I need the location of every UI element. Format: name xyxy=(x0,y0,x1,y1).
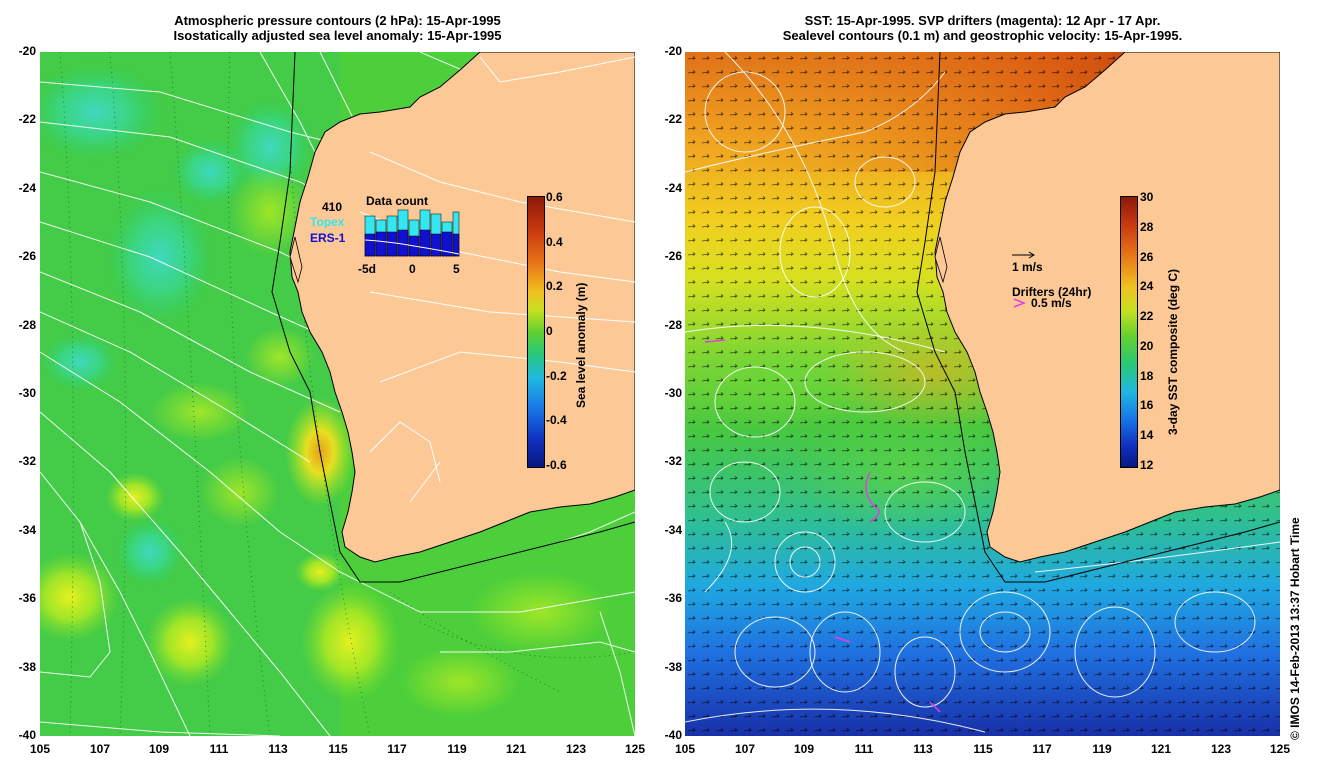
right-ytick-10: -40 xyxy=(664,728,682,742)
right-xtick-4: 113 xyxy=(913,742,933,756)
left-title: Atmospheric pressure contours (2 hPa): 1… xyxy=(40,13,635,43)
right-xtick-0: 105 xyxy=(674,742,696,756)
left-map xyxy=(40,52,635,736)
right-ytick-6: -32 xyxy=(664,454,682,468)
right-colorbar xyxy=(1120,196,1138,468)
drifter-scale-label: 0.5 m/s xyxy=(1031,296,1072,310)
left-xtick-0: 105 xyxy=(29,742,51,756)
left-cb-tick-1: 0.4 xyxy=(546,235,563,249)
left-ytick-7: -34 xyxy=(18,523,36,537)
right-cb-tick-2: 26 xyxy=(1140,250,1154,264)
right-cb-tick-5: 20 xyxy=(1140,339,1154,353)
left-cb-tick-0: 0.6 xyxy=(546,190,563,204)
left-xtick-2: 109 xyxy=(148,742,170,756)
velocity-scale-label: 1 m/s xyxy=(1012,260,1043,274)
right-ytick-7: -34 xyxy=(664,523,682,537)
left-ytick-9: -38 xyxy=(18,660,36,674)
right-ytick-8: -36 xyxy=(664,591,682,605)
right-ytick-1: -22 xyxy=(664,112,682,126)
left-ytick-1: -22 xyxy=(18,112,36,126)
right-xtick-5: 115 xyxy=(973,742,993,756)
left-ytick-3: -26 xyxy=(18,249,36,263)
left-ytick-10: -40 xyxy=(18,728,36,742)
left-xtick-9: 123 xyxy=(565,742,587,756)
right-ytick-0: -20 xyxy=(664,44,682,58)
ers1-label: ERS-1 xyxy=(310,231,346,245)
left-xtick-1: 107 xyxy=(89,742,111,756)
left-ytick-4: -28 xyxy=(18,318,36,332)
left-colorbar xyxy=(527,196,545,468)
left-cb-tick-4: -0.2 xyxy=(546,369,567,383)
credit-text: © IMOS 14-Feb-2013 13:37 Hobart Time xyxy=(1288,517,1302,740)
left-ytick-6: -32 xyxy=(18,454,36,468)
left-ytick-5: -30 xyxy=(18,386,36,400)
right-title-line2: Sealevel contours (0.1 m) and geostrophi… xyxy=(782,28,1183,43)
right-xtick-7: 119 xyxy=(1092,742,1112,756)
left-xtick-4: 113 xyxy=(268,742,288,756)
right-title-line1: SST: 15-Apr-1995. SVP drifters (magenta)… xyxy=(804,13,1161,28)
left-xtick-10: 125 xyxy=(624,742,646,756)
right-cb-tick-6: 18 xyxy=(1140,369,1154,383)
right-ytick-5: -30 xyxy=(664,386,682,400)
data-count-axis-0: -5d xyxy=(358,262,376,276)
right-cb-tick-9: 12 xyxy=(1140,458,1154,472)
right-cb-tick-8: 14 xyxy=(1140,428,1154,442)
left-xtick-5: 115 xyxy=(328,742,348,756)
right-cb-tick-0: 30 xyxy=(1140,190,1154,204)
right-cb-tick-4: 22 xyxy=(1140,309,1154,323)
left-ytick-8: -36 xyxy=(18,591,36,605)
right-map xyxy=(685,52,1280,736)
right-land xyxy=(934,52,1280,563)
right-ytick-3: -26 xyxy=(664,249,682,263)
drifter-scale-arrow xyxy=(1013,298,1027,308)
right-xtick-3: 111 xyxy=(854,742,874,756)
left-cb-tick-5: -0.4 xyxy=(546,413,567,427)
right-xtick-1: 107 xyxy=(734,742,756,756)
right-cb-tick-7: 16 xyxy=(1140,398,1154,412)
right-ytick-9: -38 xyxy=(664,660,682,674)
right-title: SST: 15-Apr-1995. SVP drifters (magenta)… xyxy=(685,13,1280,43)
left-title-line1: Atmospheric pressure contours (2 hPa): 1… xyxy=(174,13,501,28)
data-count-bars xyxy=(364,209,460,257)
data-count-total: 410 xyxy=(322,200,343,214)
left-ytick-2: -24 xyxy=(18,181,36,195)
topex-label: Topex xyxy=(310,215,345,229)
left-title-line2: Isostatically adjusted sea level anomaly… xyxy=(173,28,502,43)
right-cb-tick-1: 28 xyxy=(1140,220,1154,234)
right-xtick-2: 109 xyxy=(793,742,815,756)
left-cb-tick-3: 0 xyxy=(546,324,553,338)
data-count-title: Data count xyxy=(366,194,429,208)
left-cb-tick-2: 0.2 xyxy=(546,279,563,293)
right-colorbar-label: 3-day SST composite (deg C) xyxy=(1166,268,1180,435)
left-colorbar-label: Sea level anomaly (m) xyxy=(574,282,588,408)
data-count-axis-2: 5 xyxy=(453,262,460,276)
right-xtick-10: 125 xyxy=(1269,742,1291,756)
velocity-scale-arrow xyxy=(1012,251,1035,259)
data-count-axis-1: 0 xyxy=(409,262,416,276)
right-xtick-8: 121 xyxy=(1150,742,1172,756)
left-xtick-8: 121 xyxy=(505,742,527,756)
left-xtick-7: 119 xyxy=(447,742,467,756)
right-cb-tick-3: 24 xyxy=(1140,279,1154,293)
left-cb-tick-6: -0.6 xyxy=(546,458,567,472)
left-xtick-3: 111 xyxy=(209,742,229,756)
right-xtick-9: 123 xyxy=(1210,742,1232,756)
right-ytick-2: -24 xyxy=(664,181,682,195)
right-ytick-4: -28 xyxy=(664,318,682,332)
left-xtick-6: 117 xyxy=(387,742,407,756)
right-xtick-6: 117 xyxy=(1032,742,1052,756)
left-ytick-0: -20 xyxy=(18,44,36,58)
drifters-label: Drifters (24hr) xyxy=(1012,285,1092,299)
